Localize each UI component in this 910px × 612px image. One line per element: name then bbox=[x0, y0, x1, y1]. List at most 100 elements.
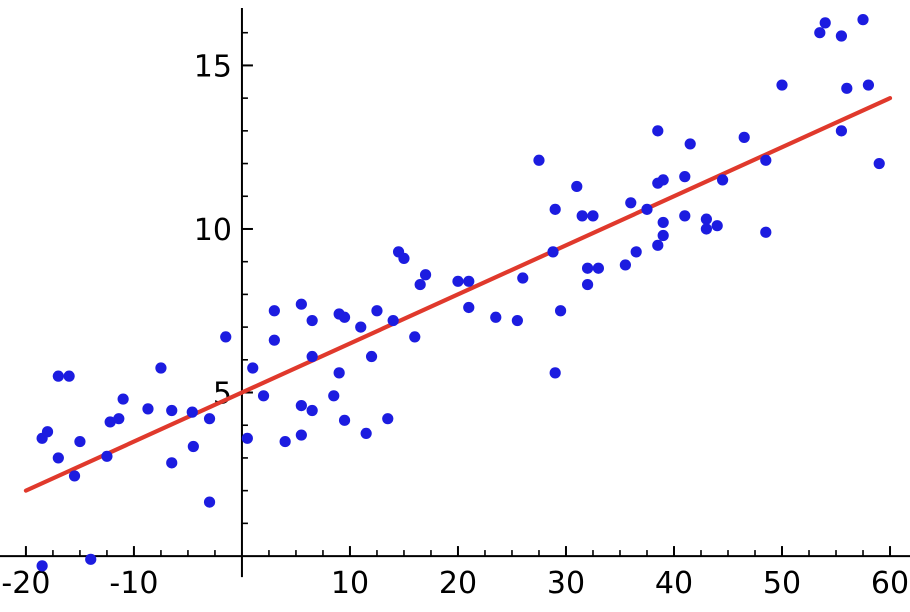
data-point bbox=[85, 553, 97, 565]
data-point bbox=[268, 305, 280, 317]
data-point bbox=[679, 210, 691, 222]
data-point bbox=[247, 362, 259, 374]
data-point bbox=[738, 131, 750, 143]
y-tick-label: 15 bbox=[194, 49, 232, 84]
data-point bbox=[657, 229, 669, 242]
data-point bbox=[819, 17, 831, 29]
data-point bbox=[657, 174, 669, 186]
data-point bbox=[203, 496, 216, 508]
data-point bbox=[549, 203, 561, 215]
data-point bbox=[104, 416, 116, 428]
data-point bbox=[268, 334, 280, 346]
data-point bbox=[452, 275, 464, 287]
data-point bbox=[187, 440, 199, 453]
data-point bbox=[295, 400, 307, 412]
data-point bbox=[41, 426, 54, 438]
data-point bbox=[873, 157, 885, 170]
data-point bbox=[409, 331, 421, 343]
data-point bbox=[857, 14, 869, 26]
data-point bbox=[306, 404, 318, 417]
data-point bbox=[835, 30, 848, 42]
data-point bbox=[571, 180, 583, 193]
data-point bbox=[398, 252, 410, 265]
x-tick-label: -20 bbox=[1, 566, 50, 601]
data-point bbox=[652, 239, 664, 251]
data-point bbox=[576, 210, 588, 222]
data-point bbox=[716, 174, 729, 186]
regression-line bbox=[23, 96, 893, 493]
data-point bbox=[36, 560, 48, 572]
data-point bbox=[257, 390, 270, 402]
data-point bbox=[652, 125, 664, 137]
data-point bbox=[101, 450, 113, 462]
data-point bbox=[835, 125, 848, 137]
data-point bbox=[52, 370, 64, 382]
data-point bbox=[630, 246, 642, 258]
data-point bbox=[355, 321, 367, 333]
data-point bbox=[414, 278, 426, 291]
x-tick-label: 10 bbox=[331, 566, 369, 601]
data-point bbox=[641, 203, 653, 215]
data-point bbox=[306, 314, 318, 327]
x-tick-label: 20 bbox=[439, 566, 477, 601]
data-point bbox=[684, 138, 696, 150]
data-point bbox=[547, 246, 559, 258]
data-point bbox=[306, 350, 318, 363]
data-point bbox=[166, 404, 178, 417]
data-point bbox=[142, 403, 154, 415]
data-point bbox=[776, 79, 788, 91]
data-point bbox=[517, 272, 529, 284]
data-point bbox=[549, 367, 561, 379]
data-point bbox=[862, 79, 875, 91]
data-point bbox=[760, 226, 772, 238]
data-point bbox=[155, 362, 167, 374]
data-point bbox=[419, 269, 432, 281]
data-point bbox=[619, 259, 631, 271]
data-point bbox=[382, 413, 394, 425]
data-point bbox=[220, 331, 232, 343]
data-point bbox=[581, 278, 594, 291]
data-point bbox=[371, 305, 383, 317]
data-point bbox=[592, 262, 604, 274]
data-point bbox=[333, 367, 345, 379]
data-point bbox=[186, 406, 198, 418]
data-point bbox=[679, 171, 691, 183]
data-point bbox=[338, 311, 351, 323]
data-point bbox=[203, 413, 216, 425]
x-tick-label: -10 bbox=[109, 566, 158, 601]
data-point bbox=[657, 216, 669, 229]
data-point bbox=[533, 154, 545, 166]
data-point bbox=[711, 220, 723, 232]
data-point bbox=[166, 457, 178, 469]
data-point bbox=[760, 154, 772, 166]
data-point bbox=[68, 470, 81, 482]
data-point bbox=[700, 213, 712, 225]
data-point bbox=[279, 435, 291, 448]
data-point bbox=[490, 311, 502, 323]
data-point bbox=[814, 27, 826, 39]
data-point bbox=[74, 435, 86, 448]
data-point bbox=[587, 210, 599, 222]
data-point bbox=[241, 432, 253, 444]
data-point bbox=[554, 305, 567, 317]
data-point bbox=[463, 275, 475, 287]
data-point bbox=[463, 301, 475, 314]
y-tick-label: 10 bbox=[194, 213, 232, 248]
data-point bbox=[117, 393, 129, 405]
x-tick-label: 60 bbox=[871, 566, 909, 601]
data-point bbox=[511, 314, 523, 327]
data-point bbox=[387, 314, 399, 327]
x-tick-label: 50 bbox=[763, 566, 801, 601]
x-tick-label: 40 bbox=[655, 566, 693, 601]
data-point bbox=[295, 429, 307, 441]
data-point bbox=[52, 452, 64, 464]
data-point bbox=[581, 262, 594, 274]
data-point bbox=[328, 390, 340, 402]
data-point bbox=[700, 223, 712, 235]
data-point bbox=[365, 350, 378, 363]
x-tick-label: 30 bbox=[547, 566, 585, 601]
data-point bbox=[625, 197, 637, 209]
data-point bbox=[360, 427, 372, 440]
